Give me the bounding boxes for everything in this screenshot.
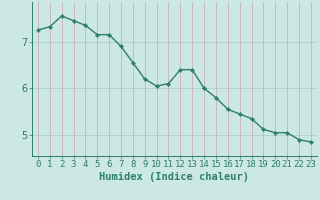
X-axis label: Humidex (Indice chaleur): Humidex (Indice chaleur): [100, 172, 249, 182]
